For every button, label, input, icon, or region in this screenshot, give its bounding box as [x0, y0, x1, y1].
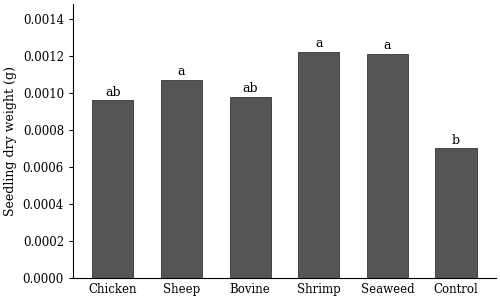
Text: b: b — [452, 134, 460, 147]
Text: ab: ab — [242, 82, 258, 95]
Bar — [230, 97, 270, 278]
Bar — [298, 52, 340, 278]
Bar — [92, 100, 134, 278]
Y-axis label: Seedling dry weight (g): Seedling dry weight (g) — [4, 66, 17, 216]
Bar — [161, 80, 202, 278]
Bar — [436, 148, 476, 278]
Text: ab: ab — [105, 85, 120, 98]
Bar — [367, 54, 408, 278]
Text: a: a — [178, 65, 185, 78]
Text: a: a — [315, 38, 322, 50]
Text: a: a — [384, 39, 391, 52]
